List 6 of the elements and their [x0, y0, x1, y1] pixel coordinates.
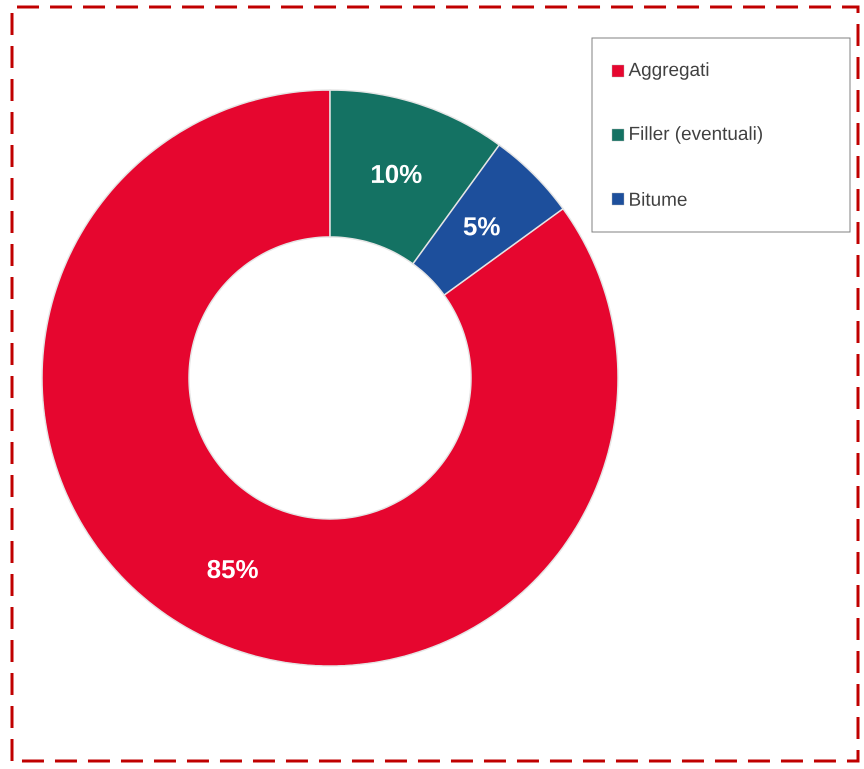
legend-label: Bitume — [630, 192, 687, 206]
data-label: 10% — [372, 164, 422, 184]
data-label: 85% — [208, 560, 258, 578]
legend-label: Filler (eventuali) — [630, 126, 762, 144]
legend-label: Aggregati — [628, 62, 708, 80]
data-label: 5% — [464, 217, 500, 236]
